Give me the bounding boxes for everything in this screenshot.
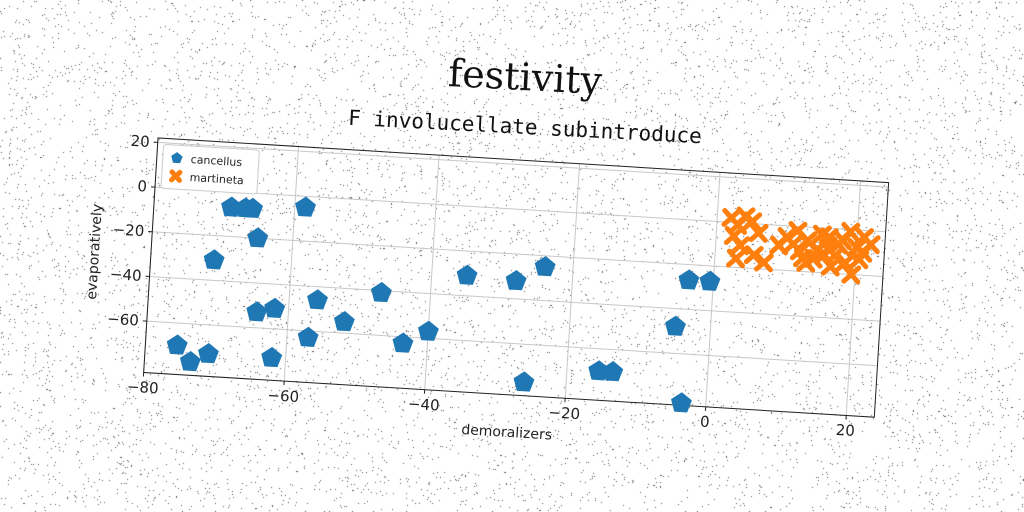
chart-title: festivity bbox=[447, 51, 603, 103]
point-martineta bbox=[769, 235, 789, 256]
y-grid-line bbox=[157, 141, 889, 188]
point-cancellus bbox=[221, 196, 242, 217]
point-cancellus bbox=[665, 315, 686, 336]
point-martineta bbox=[829, 234, 849, 255]
point-cancellus bbox=[699, 270, 721, 291]
point-cancellus bbox=[456, 264, 478, 285]
point-cancellus bbox=[179, 350, 201, 372]
y-grid-line bbox=[154, 186, 886, 233]
point-martineta bbox=[787, 220, 808, 241]
point-cancellus bbox=[392, 332, 414, 353]
point-martineta bbox=[853, 242, 874, 263]
y-grid-line bbox=[152, 231, 883, 277]
point-martineta bbox=[753, 252, 774, 273]
x-tick-label: 0 bbox=[699, 413, 710, 432]
y-grid-line bbox=[146, 320, 878, 367]
legend-marker-cancellus bbox=[171, 152, 183, 164]
y-tick-label: −60 bbox=[107, 310, 140, 330]
x-tick-label: −20 bbox=[548, 403, 581, 423]
tick-labels: −80 −60 −40 −20 0 20 20 0 −20 −40 −60 bbox=[107, 132, 856, 440]
plot-frame bbox=[143, 137, 890, 418]
legend-label-cancellus: cancellus bbox=[190, 153, 242, 169]
point-martineta bbox=[841, 264, 862, 285]
point-cancellus bbox=[264, 297, 286, 319]
point-cancellus bbox=[602, 361, 624, 382]
series-martineta bbox=[721, 206, 881, 285]
point-martineta bbox=[793, 248, 813, 269]
y-axis-label: evaporatively bbox=[84, 204, 106, 301]
x-tick-label: 20 bbox=[835, 421, 855, 440]
point-cancellus bbox=[370, 281, 392, 303]
point-cancellus bbox=[261, 346, 283, 368]
point-cancellus bbox=[513, 371, 535, 392]
point-cancellus bbox=[307, 289, 328, 310]
point-cancellus bbox=[198, 343, 219, 364]
x-grid-line bbox=[424, 155, 440, 390]
point-martineta bbox=[743, 245, 764, 266]
point-martineta bbox=[742, 211, 763, 232]
point-cancellus bbox=[678, 269, 700, 290]
legend: cancellus martineta bbox=[160, 143, 260, 195]
point-cancellus bbox=[505, 269, 527, 291]
grid-lines bbox=[143, 137, 889, 416]
point-cancellus bbox=[166, 334, 188, 355]
plot-area: −80 −60 −40 −20 0 20 20 0 −20 −40 −60 demoralizers… bbox=[84, 132, 890, 444]
x-tick-label: −40 bbox=[407, 395, 440, 415]
point-cancellus bbox=[534, 256, 556, 277]
legend-box bbox=[160, 143, 260, 195]
y-tick-label: −40 bbox=[109, 265, 142, 285]
point-cancellus bbox=[246, 301, 268, 322]
x-grid-line bbox=[845, 180, 862, 416]
y-tick-label: −20 bbox=[112, 220, 145, 240]
y-tick-label: 0 bbox=[137, 177, 148, 196]
point-martineta bbox=[726, 248, 746, 269]
point-cancellus bbox=[295, 196, 317, 217]
legend-marker-martineta bbox=[168, 169, 183, 183]
y-grid-line bbox=[149, 275, 881, 322]
point-cancellus bbox=[333, 310, 355, 332]
point-martineta bbox=[818, 227, 839, 248]
x-grid-line bbox=[564, 163, 581, 399]
point-martineta bbox=[820, 256, 841, 277]
point-cancellus bbox=[671, 392, 692, 413]
series-cancellus bbox=[166, 196, 721, 413]
point-martineta bbox=[748, 223, 769, 243]
legend-label-martineta: martineta bbox=[189, 171, 244, 187]
point-cancellus bbox=[588, 360, 610, 381]
y-tick-label: 20 bbox=[130, 132, 150, 151]
data-marks bbox=[166, 196, 881, 413]
chart-subtitle: F involucellate subintroduce bbox=[348, 106, 703, 148]
x-grid-line bbox=[283, 146, 300, 382]
point-cancellus bbox=[242, 197, 264, 219]
x-tick-label: −60 bbox=[267, 386, 300, 406]
x-tick-label: −80 bbox=[126, 378, 159, 398]
x-axis-label: demoralizers bbox=[461, 422, 553, 444]
point-cancellus bbox=[247, 227, 269, 248]
point-cancellus bbox=[203, 249, 225, 270]
point-cancellus bbox=[418, 320, 439, 341]
point-martineta bbox=[835, 253, 855, 273]
point-cancellus bbox=[297, 326, 319, 347]
